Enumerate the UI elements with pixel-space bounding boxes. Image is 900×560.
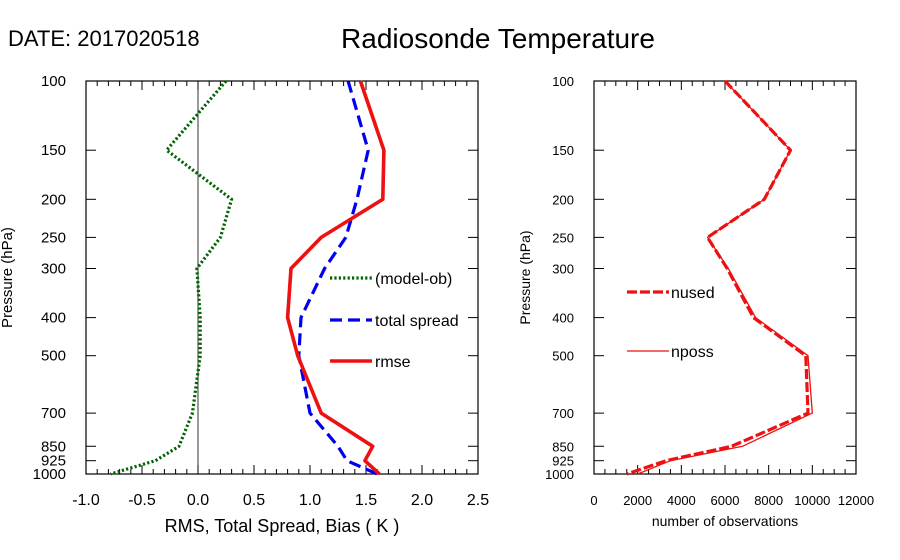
y-tick-label: 250 bbox=[552, 230, 574, 245]
y-tick-label: 700 bbox=[552, 406, 574, 421]
x-tick-label: 2.5 bbox=[467, 492, 489, 509]
x-axis-label: number of observations bbox=[652, 513, 798, 529]
y-tick-label: 150 bbox=[41, 142, 66, 159]
legend-label-nposs: nposs bbox=[671, 344, 714, 361]
x-tick-label: -1.0 bbox=[72, 492, 100, 509]
y-tick-label: 500 bbox=[552, 349, 574, 364]
plot-frame bbox=[85, 80, 479, 475]
y-tick-label: 500 bbox=[41, 348, 66, 365]
x-tick-label: 1.5 bbox=[355, 492, 377, 509]
y-tick-label: 850 bbox=[552, 439, 574, 454]
legend-label-model-ob: (model-ob) bbox=[375, 271, 452, 288]
y-tick-label: 700 bbox=[41, 405, 66, 422]
y-tick-label: 1000 bbox=[33, 466, 66, 483]
y-tick-label: 300 bbox=[41, 261, 66, 278]
x-tick-label: 8000 bbox=[754, 493, 783, 508]
x-tick-label: 0.0 bbox=[187, 492, 209, 509]
x-tick-label: 2000 bbox=[623, 493, 652, 508]
x-tick-label: 0.5 bbox=[243, 492, 265, 509]
y-axis-label: Pressure (hPa) bbox=[0, 227, 16, 328]
series-line-nposs bbox=[637, 80, 813, 475]
y-tick-label: 250 bbox=[41, 229, 66, 246]
y-axis-label: Pressure (hPa) bbox=[517, 230, 533, 324]
y-tick-label: 925 bbox=[552, 454, 574, 469]
y-tick-label: 850 bbox=[41, 438, 66, 455]
series-line-model-ob bbox=[110, 79, 234, 476]
y-tick-label: 200 bbox=[552, 192, 574, 207]
x-tick-label: 0 bbox=[590, 493, 597, 508]
y-tick-label: 1000 bbox=[545, 467, 574, 482]
legend-label-total-spread: total spread bbox=[375, 313, 459, 330]
x-tick-label: -0.5 bbox=[128, 492, 156, 509]
x-tick-label: 6000 bbox=[711, 493, 740, 508]
panel-observation-counts: 0 2000 4000 6000 8000 10000 12000 100 150 200 250 3… bbox=[517, 74, 874, 529]
y-tick-label: 400 bbox=[552, 311, 574, 326]
legend-label-nused: nused bbox=[671, 285, 715, 302]
y-tick-label: 150 bbox=[552, 143, 574, 158]
series-line-rmse bbox=[285, 80, 386, 476]
plot-frame bbox=[593, 80, 857, 475]
series-line-total-spread bbox=[297, 80, 378, 476]
x-tick-label: 12000 bbox=[838, 493, 874, 508]
x-tick-label: 2.0 bbox=[411, 492, 433, 509]
x-tick-label: 1.0 bbox=[299, 492, 321, 509]
y-tick-label: 100 bbox=[41, 73, 66, 90]
y-tick-label: 100 bbox=[552, 74, 574, 89]
x-tick-label: 10000 bbox=[794, 493, 830, 508]
legend-label-rmse: rmse bbox=[375, 354, 411, 371]
panel-temperature-stats: -1.0 -0.5 0.0 0.5 1.0 1.5 2.0 2.5 100 150 200 250 30… bbox=[0, 73, 489, 536]
y-tick-label: 200 bbox=[41, 191, 66, 208]
date-label: DATE: 2017020518 bbox=[8, 26, 200, 51]
y-tick-label: 400 bbox=[41, 310, 66, 327]
x-axis-label: RMS, Total Spread, Bias ( K ) bbox=[165, 516, 400, 536]
y-tick-label: 300 bbox=[552, 262, 574, 277]
y-tick-label: 925 bbox=[41, 453, 66, 470]
chart-title: Radiosonde Temperature bbox=[341, 23, 655, 54]
x-tick-label: 4000 bbox=[667, 493, 696, 508]
